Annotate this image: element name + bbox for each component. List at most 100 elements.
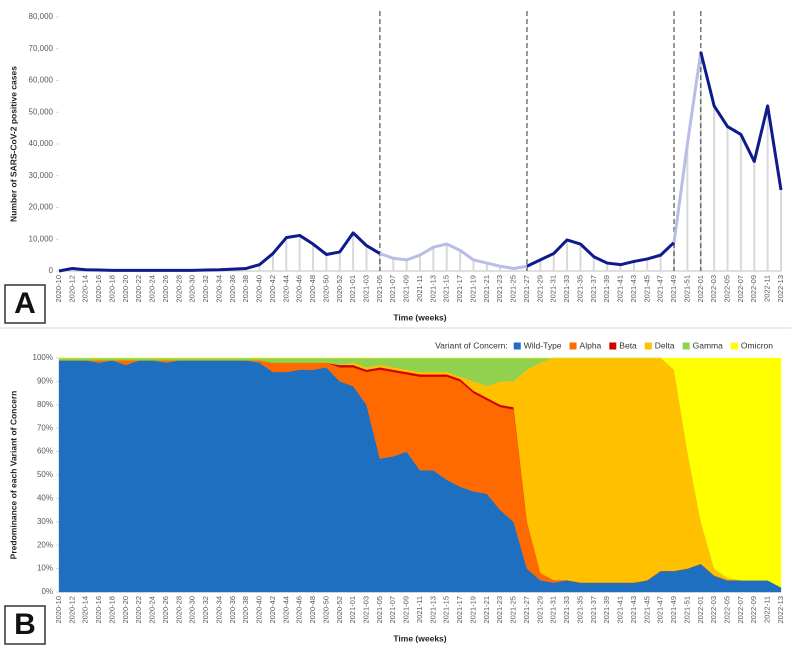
x-tick-label: 2021-43 [629,275,638,303]
y-tick-label: 30,000 [29,171,54,180]
x-tick-label: 2021-07 [388,275,397,303]
x-tick-label: 2020-48 [308,275,317,303]
x-tick-label: 2021-47 [656,596,665,624]
bar [726,126,729,271]
panel-box [4,605,46,645]
x-tick-label: 2022-03 [709,596,718,624]
x-tick-label: 2021-41 [616,596,625,624]
y-tick-label: 70,000 [29,44,54,53]
x-tick-label: 2021-01 [348,275,357,303]
x-tick-label: 2021-39 [602,596,611,624]
x-tick-label: 2020-52 [335,596,344,624]
bar [766,105,769,272]
x-tick-label: 2020-48 [308,596,317,624]
x-tick-label: 2022-07 [736,275,745,303]
x-tick-label: 2021-03 [362,596,371,624]
x-tick-label: 2021-17 [455,275,464,303]
x-tick-label: 2021-51 [682,596,691,624]
x-tick-label: 2021-29 [535,275,544,303]
x-tick-label: 2021-21 [482,596,491,624]
bar [271,253,274,271]
y-tick-label: 20% [37,540,53,549]
x-tick-label: 2020-42 [268,596,277,624]
x-tick-label: 2020-50 [321,596,330,624]
legend-label: Delta [655,340,675,350]
bar [338,251,341,271]
legend-swatch [644,342,652,350]
bar [699,51,702,271]
y-tick-label: 0% [41,587,53,596]
bar [445,244,448,271]
bar [659,255,662,271]
x-tick-label: 2020-28 [174,275,183,303]
bar [552,253,555,271]
x-tick-label: 2021-25 [509,596,518,624]
x-tick-label: 2020-26 [161,596,170,624]
x-tick-label: 2021-35 [575,275,584,303]
bar [713,105,716,272]
x-tick-label: 2020-22 [134,275,143,303]
x-tick-label: 2020-38 [241,596,250,624]
x-tick-label: 2021-15 [442,275,451,303]
bar [365,245,368,271]
x-tick-label: 2021-49 [669,596,678,624]
x-tick-label: 2021-29 [535,596,544,624]
x-tick-label: 2020-22 [134,596,143,624]
panel-letter: A [14,287,36,320]
legend-label: Omicron [741,340,773,350]
x-tick-label: 2022-13 [776,275,785,303]
x-tick-label: 2021-47 [656,275,665,303]
x-tick-label: 2020-34 [214,596,223,624]
x-tick-label: 2021-21 [482,275,491,303]
x-tick-label: 2021-27 [522,596,531,624]
x-tick-label: 2022-03 [709,275,718,303]
bar [592,256,595,271]
x-tick-label: 2020-20 [121,596,130,624]
x-tick-label: 2020-18 [107,275,116,303]
x-tick-label: 2020-16 [94,275,103,303]
bar [485,263,488,271]
x-tick-label: 2020-52 [335,275,344,303]
bar [258,264,261,271]
bar [459,250,462,271]
x-tick-label: 2022-11 [763,275,772,302]
x-tick-label: 2021-15 [442,596,451,624]
legend-swatch [730,342,738,350]
x-tick-label: 2020-20 [121,275,130,303]
x-tick-label: 2020-32 [201,275,210,303]
line [526,238,676,268]
faded-line [672,51,703,243]
x-tick-label: 2021-05 [375,596,384,624]
bar [432,247,435,271]
y-tick-label: 50% [37,470,53,479]
x-tick-label: 2020-36 [228,596,237,624]
x-tick-label: 2021-43 [629,596,638,624]
line [58,231,381,273]
y-tick-label: 80,000 [29,12,54,21]
x-tick-label: 2020-18 [107,596,116,624]
x-tick-label: 2021-11 [415,596,424,623]
bar [352,232,355,271]
bar [686,144,689,271]
x-tick-label: 2021-27 [522,275,531,303]
x-tick-label: 2021-49 [669,275,678,303]
bar [579,244,582,271]
bar [472,259,475,271]
legend-label: Beta [619,340,637,350]
bar [312,244,315,271]
y-tick-label: 90% [37,377,53,386]
x-tick-label: 2021-25 [509,275,518,303]
y-tick-label: 100% [33,353,53,362]
x-tick-label: 2020-16 [94,596,103,624]
legend-swatch [569,342,577,350]
bar [539,259,542,271]
line [699,51,783,191]
faded-line [379,242,528,270]
panel-box [4,284,46,324]
x-tick-label: 2021-31 [549,596,558,624]
legend-swatch [513,342,521,350]
legend-title: Variant of Concern: [435,340,508,350]
y-tick-label: 10% [37,564,53,573]
x-tick-label: 2020-46 [295,596,304,624]
